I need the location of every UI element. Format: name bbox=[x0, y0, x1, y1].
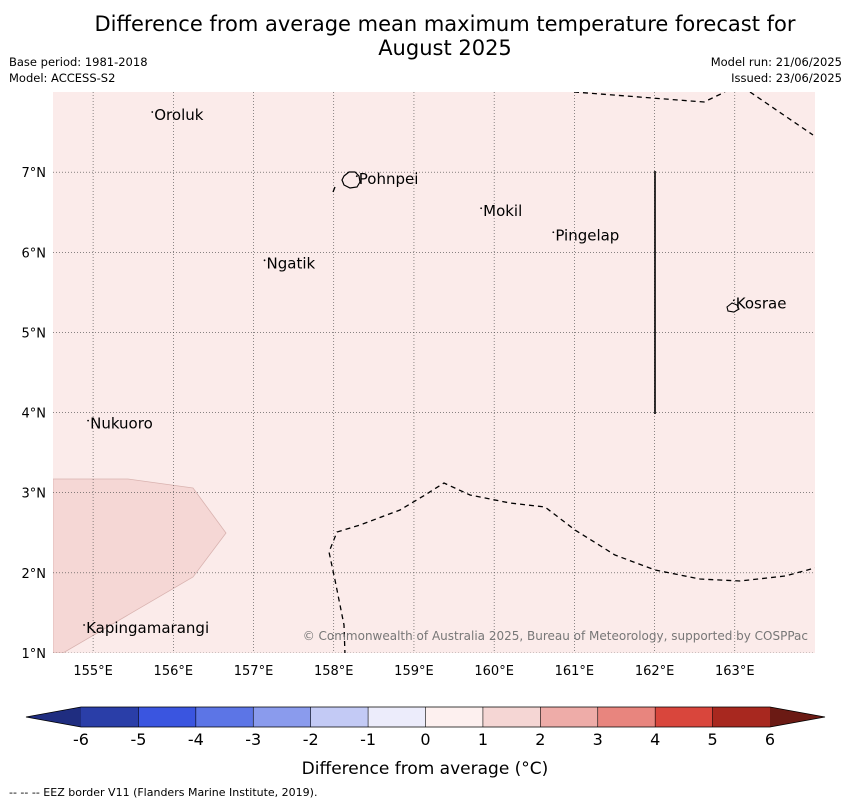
lat-tick-label: 2°N bbox=[22, 567, 47, 582]
colorbar-segment bbox=[712, 707, 771, 727]
colorbar-segment bbox=[597, 707, 656, 727]
island-marker bbox=[151, 111, 154, 113]
place-label: Pohnpei bbox=[359, 170, 419, 188]
lat-tick-label: 1°N bbox=[22, 647, 47, 662]
colorbar-tick-label: 0 bbox=[420, 730, 430, 749]
anomaly-region-1-2 bbox=[53, 478, 227, 653]
lat-tick-label: 7°N bbox=[22, 166, 47, 181]
lat-tick-label: 4°N bbox=[22, 407, 47, 422]
axis-ticks: 155°E 156°E 157°E 158°E 159°E 160°E 161°E 162°E… bbox=[22, 166, 755, 679]
colorbar: -6 -5 -4 -3 -2 -1 0 1 2 3 4 5 6 bbox=[25, 706, 826, 749]
place-label: Mokil bbox=[483, 202, 522, 220]
place-label: Kapingamarangi bbox=[86, 619, 209, 637]
lon-tick-label: 161°E bbox=[555, 664, 595, 679]
colorbar-segment bbox=[81, 707, 139, 727]
lon-tick-label: 160°E bbox=[474, 664, 514, 679]
island-marker bbox=[552, 231, 555, 234]
place-label: Ngatik bbox=[267, 254, 316, 272]
colorbar-tick-label: -2 bbox=[303, 730, 319, 749]
colorbar-tick-label: -1 bbox=[360, 730, 376, 749]
lon-tick-label: 159°E bbox=[394, 664, 434, 679]
island-marker bbox=[83, 624, 85, 626]
eez-footnote: -- -- -- EEZ border V11 (Flanders Marine… bbox=[9, 786, 318, 799]
colorbar-segment bbox=[253, 707, 312, 727]
eez-border-northeast bbox=[749, 92, 814, 136]
eez-border-fragment bbox=[332, 186, 336, 193]
base-period-text: Base period: 1981-2018 bbox=[9, 55, 148, 69]
colorbar-segment bbox=[368, 707, 426, 727]
colorbar-segment bbox=[482, 707, 541, 727]
lon-tick-label: 162°E bbox=[635, 664, 675, 679]
map-title-line1: Difference from average mean maximum tem… bbox=[94, 12, 796, 36]
copyright-notice: © Commonwealth of Australia 2025, Bureau… bbox=[303, 629, 808, 643]
colorbar-tick-label: 5 bbox=[707, 730, 717, 749]
lat-tick-label: 6°N bbox=[22, 246, 47, 261]
colorbar-tick-label: 4 bbox=[650, 730, 660, 749]
colorbar-segment bbox=[540, 707, 599, 727]
colorbar-segment bbox=[195, 707, 254, 727]
colorbar-segment bbox=[655, 707, 714, 727]
colorbar-under-extend bbox=[26, 707, 81, 727]
lon-tick-label: 156°E bbox=[154, 664, 194, 679]
lon-tick-label: 157°E bbox=[234, 664, 274, 679]
island-marker bbox=[263, 259, 266, 262]
colorbar-tick-label: -6 bbox=[73, 730, 89, 749]
island-marker bbox=[480, 207, 483, 210]
colorbar-tick-label: 1 bbox=[478, 730, 488, 749]
colorbar-over-extend bbox=[770, 707, 825, 727]
place-labels: Oroluk Pohnpei Mokil Pingelap Ngatik Kosrae Nu… bbox=[83, 106, 786, 637]
colorbar-label: Difference from average (°C) bbox=[302, 759, 549, 779]
colorbar-tick-label: -5 bbox=[130, 730, 146, 749]
island-marker bbox=[732, 299, 735, 302]
lon-tick-label: 163°E bbox=[715, 664, 755, 679]
island-marker bbox=[87, 419, 89, 422]
lon-tick-label: 158°E bbox=[314, 664, 354, 679]
lat-tick-label: 5°N bbox=[22, 326, 47, 341]
lat-tick-label: 3°N bbox=[22, 487, 47, 502]
place-label: Kosrae bbox=[736, 294, 787, 312]
lon-tick-label: 155°E bbox=[73, 664, 113, 679]
colorbar-tick-label: 2 bbox=[535, 730, 545, 749]
model-info: Base period: 1981-2018 Model: ACCESS-S2 bbox=[9, 54, 148, 86]
colorbar-segment bbox=[425, 707, 484, 727]
map-title-line2: August 2025 bbox=[378, 36, 512, 60]
eez-border-north bbox=[573, 92, 726, 103]
model-text: Model: ACCESS-S2 bbox=[9, 71, 116, 85]
pohnpei-island-outline bbox=[341, 171, 361, 189]
colorbar-tick-label: -3 bbox=[245, 730, 261, 749]
colorbar-segment bbox=[138, 707, 197, 727]
place-label: Nukuoro bbox=[90, 415, 153, 433]
run-info: Model run: 21/06/2025 Issued: 23/06/2025 bbox=[711, 54, 842, 86]
place-label: Oroluk bbox=[154, 106, 203, 124]
eez-border-south bbox=[328, 482, 815, 653]
model-run-text: Model run: 21/06/2025 bbox=[710, 55, 842, 69]
colorbar-tick-label: -4 bbox=[188, 730, 204, 749]
place-label: Pingelap bbox=[555, 226, 619, 244]
kosrae-island-outline bbox=[726, 302, 740, 313]
issued-text: Issued: 23/06/2025 bbox=[731, 71, 842, 85]
colorbar-segment bbox=[310, 707, 369, 727]
colorbar-tick-label: 6 bbox=[765, 730, 775, 749]
colorbar-tick-label: 3 bbox=[593, 730, 603, 749]
colorbar-outline bbox=[25, 706, 826, 728]
island-marker bbox=[355, 175, 358, 178]
map-title: Difference from average mean maximum tem… bbox=[70, 12, 820, 60]
